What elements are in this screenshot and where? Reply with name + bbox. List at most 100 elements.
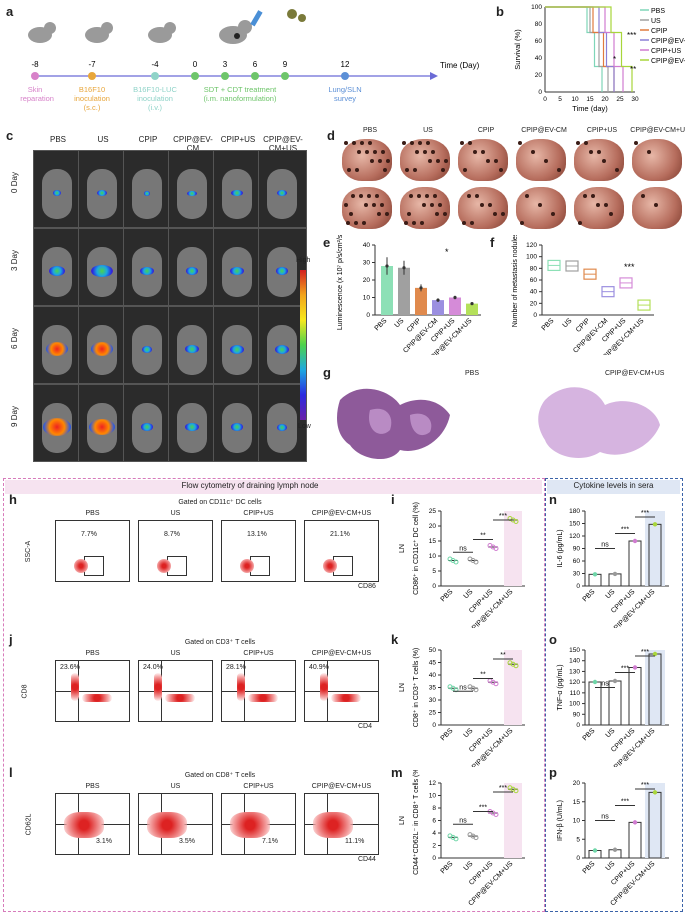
metastasis-spot — [583, 194, 587, 198]
y-tick-label: 15 — [573, 799, 581, 806]
metastasis-spot — [380, 203, 384, 207]
y-tick-label: 25 — [429, 508, 437, 515]
highlight-band — [645, 783, 665, 858]
metastasis-spot — [578, 221, 582, 225]
significance: ** — [480, 533, 486, 540]
gate-label: Gated on CD8⁺ T cells — [184, 772, 256, 779]
metastasis-spot — [407, 212, 411, 216]
color-scale-bar — [300, 270, 306, 420]
metastasis-spot — [443, 212, 447, 216]
flow-percent: 21.1% — [330, 531, 350, 538]
x-tick-label: US — [605, 727, 617, 739]
lung-photo — [632, 139, 682, 181]
lung-photo — [400, 187, 450, 229]
metastasis-spot — [597, 150, 601, 154]
ivis-image — [258, 306, 307, 384]
y-tick-label: 0 — [576, 855, 580, 862]
y-axis-label: CD8⁺ in CD3⁺ T cells (%) — [413, 648, 420, 727]
survival-y-tick: 100 — [531, 4, 542, 11]
y-tick-label: 0 — [432, 855, 436, 862]
y-tick-label: 6 — [432, 818, 436, 825]
lung-photo — [516, 187, 566, 229]
metastasis-spot — [444, 159, 448, 163]
significance: *** — [621, 666, 629, 673]
y-axis-label: CD44⁺CD62L⁻ in CD8⁺ T cells (%) — [413, 770, 420, 875]
significance: ns — [459, 817, 467, 824]
flow-percent: 24.0% — [143, 664, 163, 671]
y-tick-label: 5 — [576, 836, 580, 843]
metastasis-spot — [425, 194, 429, 198]
metastasis-spot — [436, 159, 440, 163]
x-tick-label: PBS — [582, 860, 597, 875]
panel-label-m: m — [391, 765, 403, 780]
metastasis-spot — [410, 141, 414, 145]
metastasis-spot — [654, 203, 658, 207]
luminescence-signal — [91, 265, 113, 277]
data-point — [632, 820, 638, 825]
flow-density — [157, 559, 171, 573]
metastasis-spot — [647, 150, 651, 154]
ivis-image — [123, 228, 172, 306]
cytokine-section-header-bg — [547, 480, 680, 494]
timeline: -8 -7 -4 0 3 6 9 12 Time (Day) Skinpreparation B… — [20, 9, 480, 112]
flow-group-label: CPIP@EV-CM+US — [311, 783, 372, 790]
panel-label-g: g — [323, 365, 331, 380]
flow-percent: 40.9% — [309, 664, 329, 671]
flow-plot: 3.1% — [55, 793, 130, 855]
y-tick-label: 120 — [569, 533, 580, 540]
panel-label-l: l — [9, 765, 13, 780]
ivis-group-label: CPIP — [138, 135, 158, 144]
metastasis-spot — [386, 159, 390, 163]
bar — [628, 821, 642, 859]
y-tick-label: 120 — [526, 242, 537, 249]
lung-group-label: PBS — [362, 127, 377, 134]
survival-y-tick: 40 — [535, 55, 543, 62]
quadrant-h — [139, 691, 212, 692]
ivis-row-label: 9 Day — [9, 406, 19, 427]
lung-photo — [342, 139, 392, 181]
lung-photo — [342, 187, 392, 229]
significance: *** — [621, 799, 629, 806]
significance: *** — [624, 262, 635, 272]
metastasis-spot — [470, 221, 474, 225]
metastasis-spot — [602, 159, 606, 163]
survival-curve — [545, 6, 615, 92]
scale-low: Low — [298, 423, 311, 430]
flow-x-label: CD4 — [358, 723, 373, 730]
metastasis-spot — [468, 141, 472, 145]
metastasis-spot — [413, 168, 417, 172]
metastasis-spot — [531, 150, 535, 154]
y-tick-label: 180 — [569, 508, 580, 515]
timeline-dot — [341, 72, 349, 80]
flow-group-label: US — [170, 783, 181, 790]
data-point — [592, 679, 598, 685]
metastasis-spot — [576, 141, 580, 145]
data-point — [473, 687, 479, 693]
metastasis-spot — [520, 221, 524, 225]
y-tick-label: 10 — [429, 553, 437, 560]
y-tick-label: 40 — [429, 672, 437, 679]
flow-percent: 8.7% — [164, 531, 180, 538]
bar — [432, 300, 444, 315]
metastasis-spot — [473, 150, 477, 154]
timeline-event-line: SDT + CDT treatment — [204, 85, 277, 94]
y-tick-label: 5 — [432, 568, 436, 575]
bar — [628, 540, 642, 587]
luminescence-signal — [43, 418, 71, 436]
gate-label: Gated on CD11c⁺ DC cells — [178, 499, 262, 506]
data-point — [385, 264, 389, 268]
luminescence-signal — [276, 267, 288, 275]
highlight-band — [645, 511, 665, 586]
luminescence-signal — [185, 345, 199, 353]
ivis-image — [33, 228, 82, 306]
x-tick-label: PBS — [440, 588, 455, 603]
bar — [628, 667, 642, 726]
metastasis-spot — [441, 168, 445, 172]
ivis-image — [33, 306, 82, 384]
luminescence-signal — [144, 190, 150, 196]
y-tick-label: 60 — [530, 277, 538, 284]
lung-group-label: CPIP@EV-CM — [521, 127, 567, 134]
timeline-day: 6 — [253, 60, 258, 69]
